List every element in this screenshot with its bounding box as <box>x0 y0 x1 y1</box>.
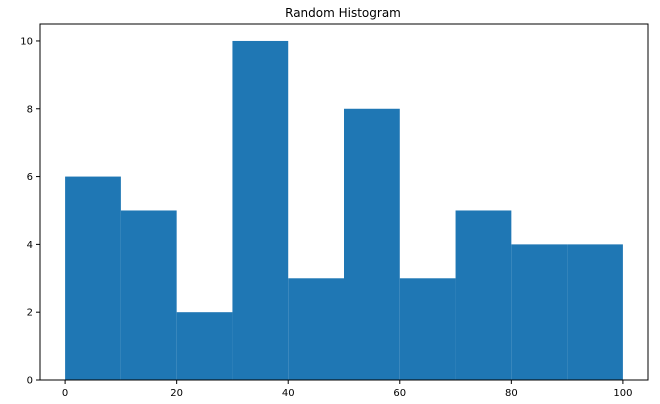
histogram-bar <box>399 278 456 380</box>
y-tick-label: 4 <box>27 240 33 251</box>
histogram-bar <box>120 210 177 380</box>
bars-group <box>65 40 623 380</box>
histogram-bar <box>455 210 512 380</box>
axes-group: 0 20 40 60 80 100 0 2 4 6 8 10 <box>20 23 649 399</box>
histogram-bar <box>511 244 568 380</box>
x-tick-label: 100 <box>613 388 632 399</box>
y-tick-label: 0 <box>27 376 33 387</box>
histogram-bar <box>567 244 623 380</box>
histogram-bar <box>65 176 121 380</box>
x-tick-label: 40 <box>282 388 295 399</box>
x-tick-label: 20 <box>170 388 183 399</box>
histogram-bar <box>288 278 344 380</box>
y-tick-label: 2 <box>27 308 33 319</box>
histogram-bar <box>176 312 233 380</box>
plot-frame <box>39 23 649 381</box>
y-tick-label: 6 <box>27 172 33 183</box>
y-tick-label: 8 <box>27 104 33 115</box>
x-tick-label: 60 <box>393 388 406 399</box>
histogram-bar <box>344 108 400 380</box>
chart-title: Random Histogram <box>285 6 401 20</box>
x-tick-label: 0 <box>62 388 68 399</box>
histogram-bar <box>232 40 289 380</box>
x-tick-label: 80 <box>505 388 518 399</box>
y-tick-label: 10 <box>20 36 33 47</box>
